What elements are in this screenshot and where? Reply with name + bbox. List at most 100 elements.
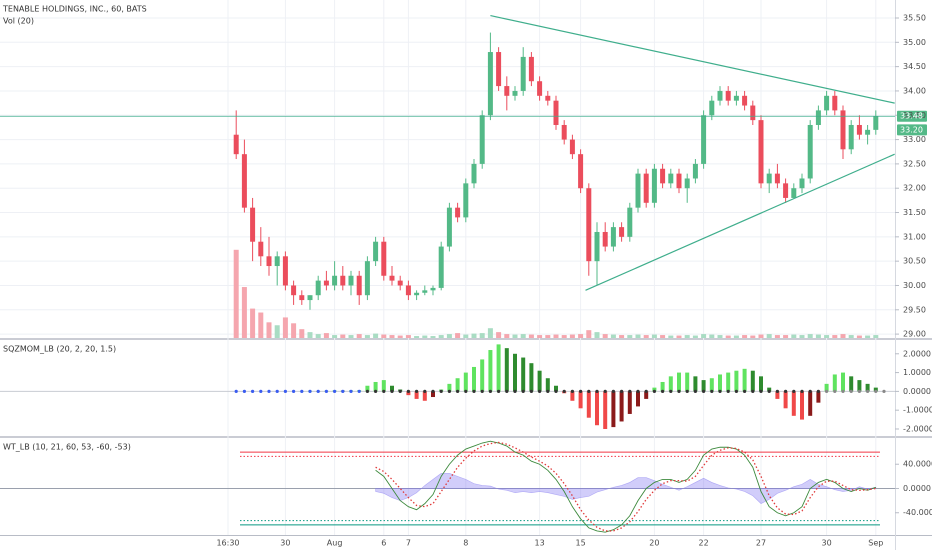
candle-body (364, 261, 370, 296)
momentum-bar (742, 368, 747, 392)
volume-bar (676, 335, 682, 338)
squeeze-dot (685, 389, 689, 393)
squeeze-dot (710, 389, 714, 393)
volume-bar (496, 332, 502, 338)
indicator-title: SQZMOM_LB (20, 2, 20, 1.5) (3, 345, 116, 354)
momentum-bar (652, 387, 657, 392)
squeeze-dot (841, 389, 845, 393)
momentum-bar (824, 383, 829, 392)
candle-body (635, 173, 641, 208)
momentum-bar (832, 374, 837, 392)
volume-bar (660, 335, 666, 338)
volume-bar (725, 335, 731, 338)
momentum-bar (668, 376, 673, 392)
volume-bar (733, 335, 739, 338)
candle-body (733, 95, 739, 101)
volume-bar (545, 335, 551, 338)
candle-body (422, 290, 428, 293)
momentum-bar (406, 391, 411, 396)
candle-body (602, 231, 608, 247)
candle-body (692, 163, 698, 179)
candle-body (250, 207, 256, 242)
volume-bar (291, 323, 297, 338)
candle-body (578, 154, 584, 189)
momentum-bar (619, 391, 624, 422)
momentum-bar (718, 374, 722, 392)
squeeze-dot (316, 389, 320, 393)
squeeze-dot (562, 389, 566, 393)
volume-bar (233, 249, 239, 338)
volume-bar (799, 335, 805, 338)
momentum-bar (775, 391, 780, 399)
momentum-bar (677, 372, 681, 392)
momentum-bar (808, 391, 813, 416)
momentum-bar (496, 344, 501, 392)
squeeze-dot (406, 389, 410, 393)
volume-bar (750, 335, 756, 338)
volume-bar (553, 334, 559, 338)
candle-body (430, 287, 436, 291)
squeeze-dot (341, 389, 345, 393)
squeeze-dot (857, 389, 862, 393)
candle-body (471, 163, 477, 184)
candle-body (537, 81, 543, 96)
y-tick-label: -1.0000 (903, 406, 932, 415)
volume-bar (774, 335, 780, 338)
y-tick-label: 31.50 (903, 208, 926, 217)
x-tick-label: Aug (327, 539, 343, 548)
momentum-bar (734, 370, 739, 392)
momentum-bar (488, 350, 493, 392)
x-tick-label: 8 (463, 539, 468, 548)
momentum-bar (365, 385, 370, 392)
squeeze-dot (767, 389, 771, 393)
momentum-bar (816, 391, 821, 403)
y-tick-label: -2.0000 (903, 424, 932, 433)
x-tick-label: 15 (576, 539, 586, 548)
candle-body (291, 285, 297, 296)
volume-bar (602, 334, 608, 338)
volume-bar (561, 335, 567, 338)
volume-bar (438, 335, 444, 338)
x-tick-label: 22 (699, 539, 709, 548)
candle-body (594, 231, 600, 262)
candle-body (258, 241, 264, 257)
squeeze-dot (464, 389, 468, 393)
squeeze-dot (365, 389, 369, 393)
x-tick-label: 20 (649, 539, 659, 548)
volume-bar (405, 335, 411, 338)
squeeze-dot (529, 389, 534, 393)
momentum-bar (873, 387, 878, 392)
wave-line (375, 441, 876, 532)
price-tag-label: 33.20 (900, 125, 923, 134)
volume-bar (758, 334, 764, 338)
squeeze-dot (382, 389, 386, 393)
y-tick-label: 33.50 (903, 111, 926, 120)
y-tick-label: 31.00 (903, 232, 926, 241)
squeeze-dot (718, 389, 722, 393)
momentum-bar (381, 380, 386, 392)
candle-body (668, 173, 674, 184)
momentum-bar (800, 391, 804, 420)
momentum-bar (685, 372, 690, 392)
squeeze-dot (275, 389, 279, 393)
squeeze-dot (587, 389, 591, 393)
squeeze-dot (349, 389, 353, 393)
momentum-bar (865, 383, 870, 392)
squeeze-dot (423, 389, 427, 393)
squeeze-dot (431, 389, 435, 393)
momentum-bar (529, 363, 534, 392)
volume-bar (274, 325, 280, 338)
squeeze-dot (743, 389, 747, 393)
y-tick-label: 40.0000 (903, 460, 932, 469)
squeeze-dot (472, 389, 476, 393)
candle-body (848, 124, 854, 150)
volume-bar (381, 334, 387, 338)
squeeze-dot (652, 389, 657, 393)
candle-body (660, 168, 666, 184)
volume-bar (323, 333, 329, 338)
momentum-bar (521, 357, 526, 392)
y-tick-label: 29.00 (903, 330, 926, 339)
squeeze-dot (751, 389, 755, 393)
y-tick-label: 34.50 (903, 62, 926, 71)
